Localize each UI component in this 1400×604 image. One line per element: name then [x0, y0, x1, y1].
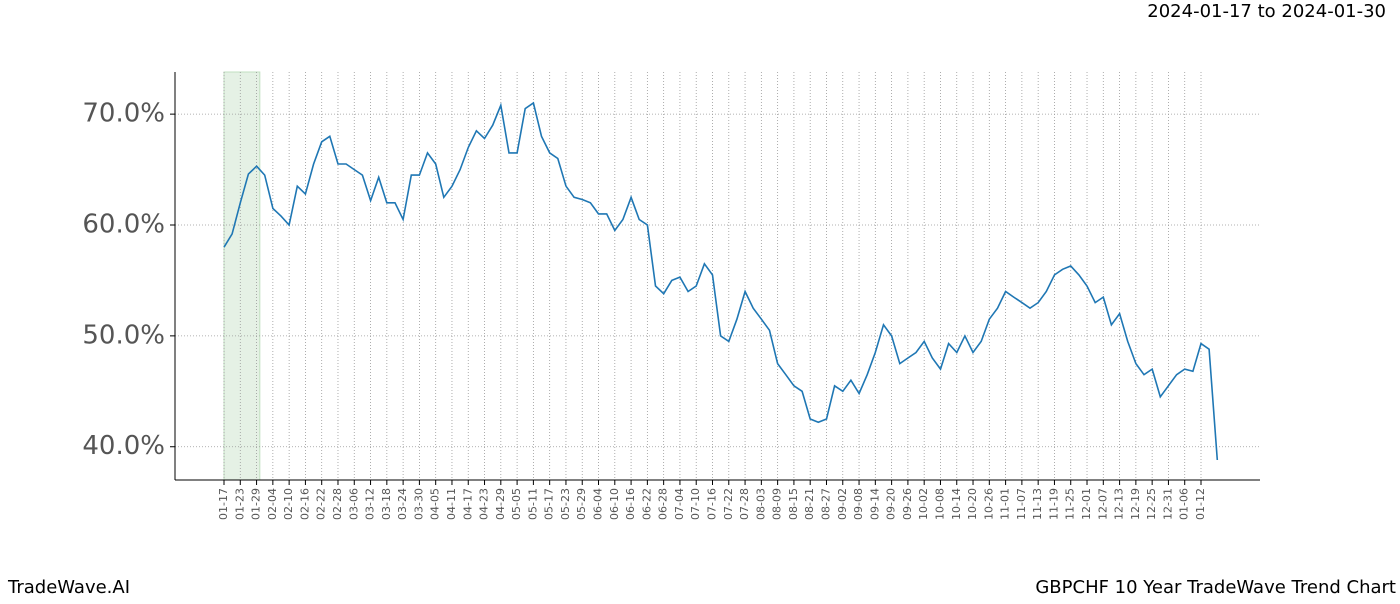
- x-tick-label: 10-08: [933, 488, 946, 520]
- x-tick-label: 03-12: [364, 488, 377, 520]
- x-tick-label: 06-10: [608, 488, 621, 520]
- series-line: [223, 101, 1219, 461]
- x-tick-label: 09-02: [836, 488, 849, 520]
- x-tick-label: 07-10: [689, 488, 702, 520]
- x-tick-label: 10-20: [966, 488, 979, 520]
- footer-right: GBPCHF 10 Year TradeWave Trend Chart: [1035, 577, 1396, 598]
- x-tick-label: 08-21: [803, 488, 816, 520]
- x-tick-label: 11-01: [999, 488, 1012, 520]
- x-tick-label: 07-16: [706, 488, 719, 520]
- x-tick-label: 03-18: [380, 488, 393, 520]
- x-tick-label: 12-07: [1096, 488, 1109, 520]
- x-tick-label: 03-06: [347, 488, 360, 520]
- x-tick-label: 02-10: [282, 488, 295, 520]
- x-tick-label: 12-01: [1080, 488, 1093, 520]
- y-tick-label: 70.0%: [82, 99, 165, 129]
- x-tick-label: 01-29: [250, 488, 263, 520]
- x-tick-label: 05-23: [559, 488, 572, 520]
- x-tick-label: 04-29: [494, 488, 507, 520]
- x-tick-label: 09-20: [885, 488, 898, 520]
- highlight-span: [223, 71, 261, 481]
- x-tick-label: 05-11: [526, 488, 539, 520]
- x-tick-label: 06-16: [624, 488, 637, 520]
- x-tick-label: 01-06: [1178, 488, 1191, 520]
- x-tick-label: 12-31: [1161, 488, 1174, 520]
- x-tick-label: 04-11: [445, 488, 458, 520]
- x-tick-label: 06-04: [592, 488, 605, 520]
- x-tick-label: 08-09: [771, 488, 784, 520]
- x-tick-label: 10-26: [982, 488, 995, 520]
- x-tick-label: 03-24: [396, 488, 409, 520]
- x-tick-label: 02-16: [298, 488, 311, 520]
- x-tick-label: 02-22: [315, 488, 328, 520]
- x-tick-label: 12-19: [1129, 488, 1142, 520]
- y-tick-label: 40.0%: [82, 431, 165, 461]
- x-tick-label: 11-25: [1064, 488, 1077, 520]
- x-tick-label: 04-17: [461, 488, 474, 520]
- x-tick-label: 01-23: [233, 488, 246, 520]
- x-tick-label: 07-04: [673, 488, 686, 520]
- chart-subtitle: 2024-01-17 to 2024-01-30: [1147, 1, 1386, 22]
- x-tick-label: 08-03: [754, 488, 767, 520]
- x-tick-label: 07-22: [722, 488, 735, 520]
- x-tick-label: 02-04: [266, 488, 279, 520]
- x-tick-label: 05-17: [543, 488, 556, 520]
- x-tick-label: 01-17: [217, 488, 230, 520]
- footer-left: TradeWave.AI: [7, 577, 130, 598]
- x-tick-label: 03-30: [412, 488, 425, 520]
- x-tick-label: 11-19: [1047, 488, 1060, 520]
- y-tick-label: 60.0%: [82, 210, 165, 240]
- x-tick-label: 10-02: [917, 488, 930, 520]
- x-tick-label: 08-27: [819, 488, 832, 520]
- x-tick-label: 09-08: [852, 488, 865, 520]
- x-tick-label: 09-14: [868, 488, 881, 520]
- x-tick-label: 09-26: [901, 488, 914, 520]
- x-tick-label: 04-23: [478, 488, 491, 520]
- x-tick-label: 01-12: [1194, 488, 1207, 520]
- x-tick-label: 07-28: [738, 488, 751, 520]
- x-tick-label: 11-07: [1015, 488, 1028, 520]
- x-tick-label: 05-29: [575, 488, 588, 520]
- x-tick-label: 06-22: [640, 488, 653, 520]
- x-tick-label: 10-14: [950, 488, 963, 520]
- x-tick-label: 11-13: [1031, 488, 1044, 520]
- x-tick-label: 06-28: [657, 488, 670, 520]
- x-tick-label: 05-05: [510, 488, 523, 520]
- x-tick-label: 08-15: [787, 488, 800, 520]
- x-tick-label: 02-28: [331, 488, 344, 520]
- y-tick-label: 50.0%: [82, 320, 165, 350]
- x-tick-label: 04-05: [429, 488, 442, 520]
- x-tick-label: 12-25: [1145, 488, 1158, 520]
- x-tick-label: 12-13: [1113, 488, 1126, 520]
